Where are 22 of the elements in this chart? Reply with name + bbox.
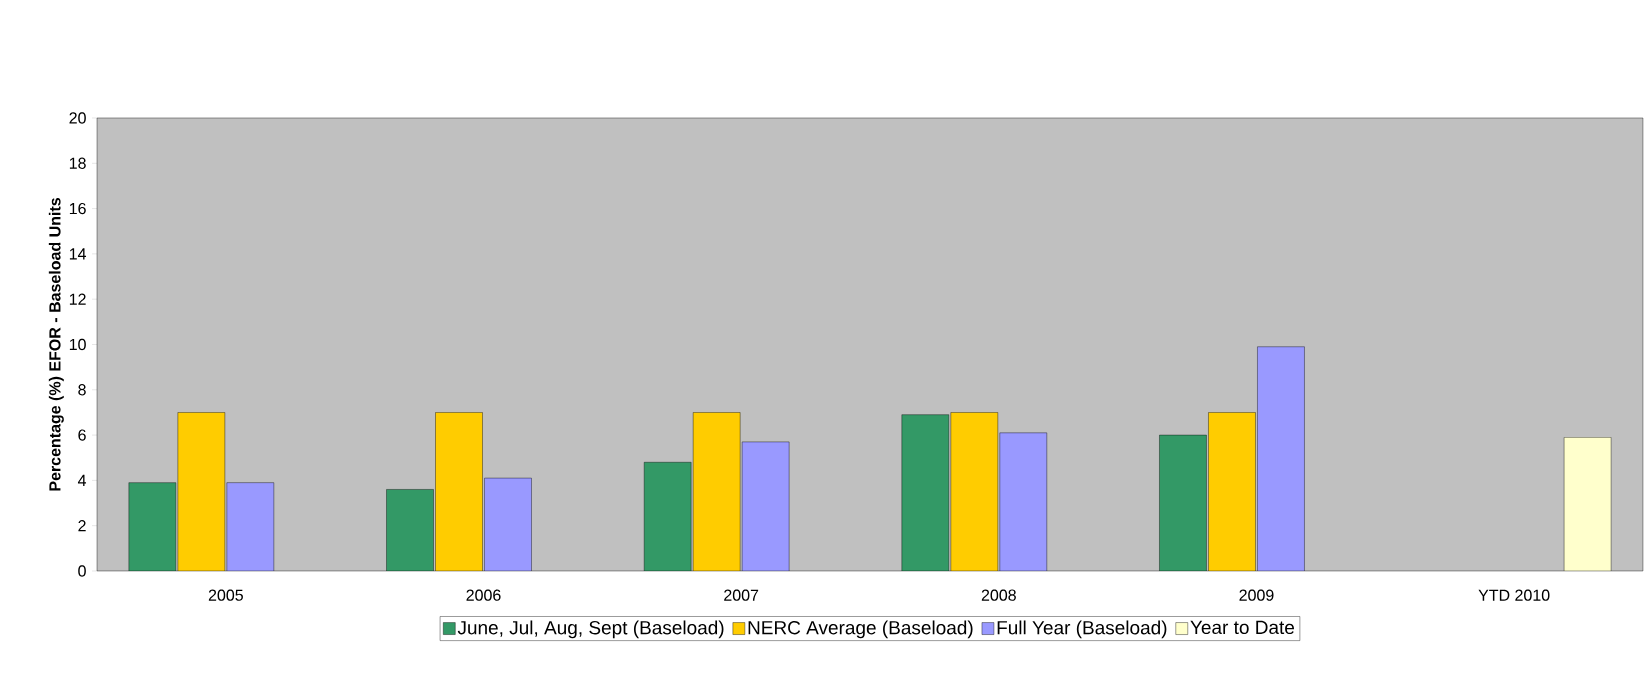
- y-tick-label: 8: [78, 384, 86, 396]
- x-tick-label: 2007: [724, 589, 759, 601]
- legend-label: Full Year (Baseload): [997, 620, 1167, 639]
- legend-label: Year to Date: [1190, 620, 1295, 635]
- y-tick-label: 14: [69, 248, 87, 260]
- legend-label: NERC Average (Baseload): [748, 620, 973, 639]
- y-axis-title: Percentage (%) EFOR - Baseload Units: [48, 198, 64, 491]
- y-tick-label: 18: [69, 157, 86, 169]
- x-tick-label: 2009: [1239, 589, 1274, 601]
- y-tick-label: 20: [69, 112, 86, 124]
- y-tick-label: 4: [77, 474, 87, 486]
- y-tick-label: 10: [69, 338, 86, 351]
- y-tick-label: 2: [78, 520, 86, 532]
- y-tick-label: 6: [78, 429, 86, 441]
- y-tick-label: 16: [69, 202, 86, 215]
- y-tick-label: 12: [69, 293, 86, 305]
- y-tick-label: 0: [78, 565, 86, 577]
- legend-label: June, Jul, Aug, Sept (Baseload): [457, 620, 724, 639]
- x-tick-label: 2008: [981, 589, 1016, 601]
- x-tick-label: 2005: [208, 589, 243, 601]
- x-tick-label: YTD 2010: [1478, 589, 1550, 601]
- x-tick-label: 2006: [466, 589, 501, 601]
